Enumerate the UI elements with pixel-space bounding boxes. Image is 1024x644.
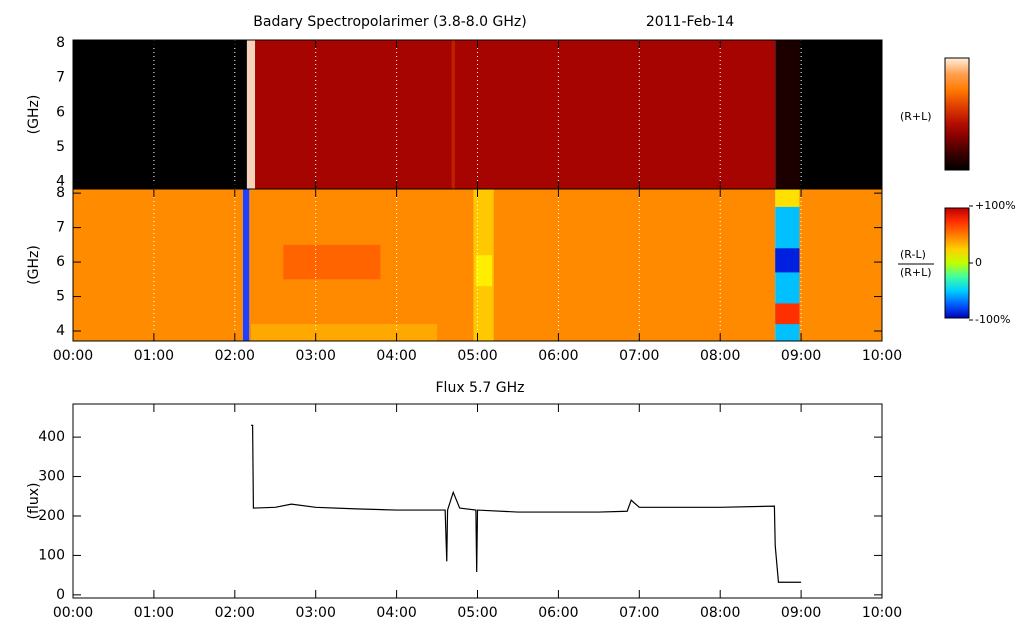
y-tick-label: 6 xyxy=(56,104,65,120)
spectrum-cell xyxy=(775,40,800,189)
y-tick-label: 6 xyxy=(56,254,65,270)
y-tick-label: 7 xyxy=(56,70,65,86)
x-tick-label: 04:00 xyxy=(376,605,416,621)
colorbar xyxy=(944,207,970,319)
spectrum-cell xyxy=(283,244,381,280)
spectrum-cell xyxy=(799,40,882,189)
x-tick-label: 09:00 xyxy=(781,348,821,364)
colorbar-tick-label: -100% xyxy=(975,313,1010,326)
spectrum-cell xyxy=(255,40,776,189)
y-tick-label: 5 xyxy=(56,289,65,305)
spectrum-cell xyxy=(475,255,493,287)
y-tick-label: 8 xyxy=(56,35,65,51)
colorbar-tick-label: 0 xyxy=(975,256,982,269)
x-tick-label: 07:00 xyxy=(619,605,659,621)
x-tick-label: 07:00 xyxy=(619,348,659,364)
colorbar-tick-label: +100% xyxy=(975,199,1016,212)
y-tick-label: 4 xyxy=(56,173,65,189)
flux-line xyxy=(250,424,802,583)
chart-title: Badary Spectropolarimer (3.8-8.0 GHz) xyxy=(253,14,526,30)
y-tick-label: 0 xyxy=(56,587,65,603)
spectrum-cell xyxy=(246,40,256,189)
y-tick-label: 8 xyxy=(56,185,65,201)
y-tick-label: 300 xyxy=(38,469,65,485)
chart-date: 2011-Feb-14 xyxy=(646,14,734,30)
flux-title: Flux 5.7 GHz xyxy=(436,380,525,396)
x-tick-label: 02:00 xyxy=(215,348,255,364)
x-tick-label: 05:00 xyxy=(457,348,497,364)
x-tick-label: 06:00 xyxy=(538,348,578,364)
y-tick-label: 100 xyxy=(38,547,65,563)
spectrum-cell xyxy=(242,189,250,341)
x-tick-label: 05:00 xyxy=(457,605,497,621)
spectrum-cell xyxy=(799,189,882,341)
x-tick-label: 03:00 xyxy=(296,348,336,364)
y-axis-label: (GHz) xyxy=(26,95,42,135)
side-label-top: (R-L) xyxy=(900,248,926,261)
spectrum-cell xyxy=(73,40,247,189)
x-tick-label: 03:00 xyxy=(296,605,336,621)
side-label: (R+L) xyxy=(900,110,932,123)
x-tick-label: 08:00 xyxy=(700,348,740,364)
x-tick-label: 02:00 xyxy=(215,605,255,621)
spectrum-cell xyxy=(775,248,800,273)
colorbar xyxy=(944,57,970,171)
y-tick-label: 400 xyxy=(38,429,65,445)
x-tick-label: 00:00 xyxy=(53,348,93,364)
y-tick-label: 5 xyxy=(56,139,65,155)
side-label-bottom: (R+L) xyxy=(900,266,932,279)
spectrum-cell xyxy=(250,324,438,341)
x-tick-label: 06:00 xyxy=(538,605,578,621)
y-axis-label: (GHz) xyxy=(26,245,42,285)
spectrum-cell xyxy=(775,303,800,325)
x-tick-label: 09:00 xyxy=(781,605,821,621)
x-tick-label: 10:00 xyxy=(862,348,902,364)
x-tick-label: 10:00 xyxy=(862,605,902,621)
spectrum-cell xyxy=(451,40,455,189)
y-tick-label: 4 xyxy=(56,323,65,339)
y-tick-label: 7 xyxy=(56,220,65,236)
y-tick-label: 200 xyxy=(38,508,65,524)
x-tick-label: 04:00 xyxy=(376,348,416,364)
x-tick-label: 01:00 xyxy=(134,605,174,621)
y-axis-label: (flux) xyxy=(26,483,42,520)
spectrum-cell xyxy=(775,189,800,207)
x-tick-label: 00:00 xyxy=(53,605,93,621)
spectrum-cell xyxy=(73,189,243,341)
x-tick-label: 08:00 xyxy=(700,605,740,621)
x-tick-label: 01:00 xyxy=(134,348,174,364)
